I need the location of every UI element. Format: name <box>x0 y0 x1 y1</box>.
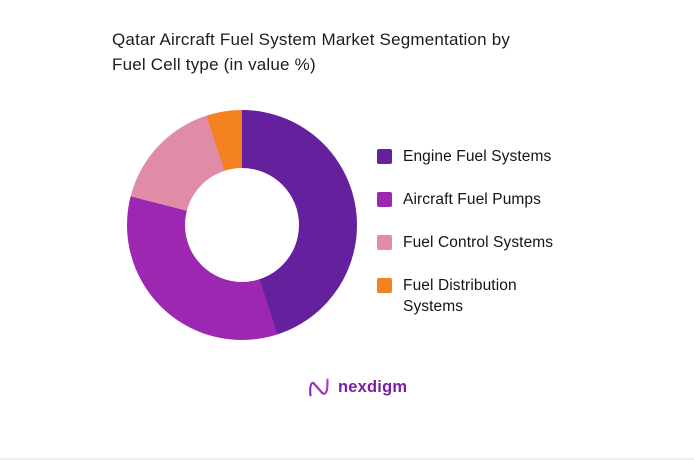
donut-hole <box>185 168 299 282</box>
legend-item-fuel-distribution-systems: Fuel Distribution Systems <box>377 275 567 317</box>
chart-title-line1: Qatar Aircraft Fuel System Market Segmen… <box>112 30 511 49</box>
legend-swatch-icon <box>377 192 392 207</box>
legend-swatch-icon <box>377 278 392 293</box>
legend-item-engine-fuel-systems: Engine Fuel Systems <box>377 146 567 167</box>
chart-title: Qatar Aircraft Fuel System Market Segmen… <box>112 27 592 77</box>
legend-item-fuel-control-systems: Fuel Control Systems <box>377 232 567 253</box>
chart-legend: Engine Fuel Systems Aircraft Fuel Pumps … <box>377 146 567 317</box>
legend-swatch-icon <box>377 149 392 164</box>
legend-label: Fuel Distribution Systems <box>403 277 517 315</box>
legend-swatch-icon <box>377 235 392 250</box>
legend-label: Engine Fuel Systems <box>403 148 552 165</box>
legend-label: Fuel Control Systems <box>403 234 554 251</box>
chart-title-line2: Fuel Cell type (in value %) <box>112 55 316 74</box>
nexdigm-logo-text: nexdigm <box>338 377 408 396</box>
legend-label: Aircraft Fuel Pumps <box>403 191 541 208</box>
donut-chart <box>127 110 357 340</box>
nexdigm-logo-mark-icon <box>308 378 329 397</box>
nexdigm-logo: nexdigm <box>306 374 407 400</box>
legend-item-aircraft-fuel-pumps: Aircraft Fuel Pumps <box>377 189 567 210</box>
